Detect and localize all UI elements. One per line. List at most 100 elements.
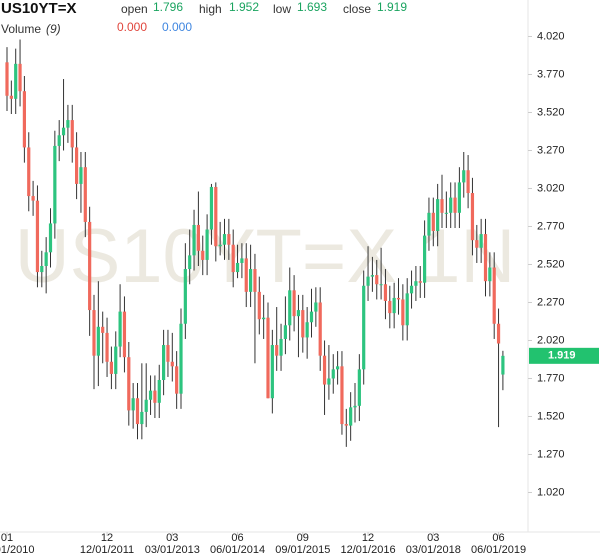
candle-body [35, 200, 40, 273]
candle-body [370, 275, 374, 277]
candle-body [75, 147, 79, 184]
high-value: 1.952 [229, 0, 260, 14]
candle-body [383, 284, 388, 301]
candle-body [492, 267, 496, 324]
candle-body [166, 345, 170, 362]
candle-body [366, 276, 370, 286]
candle-body [83, 167, 87, 222]
low-label: low [273, 2, 292, 16]
last-price-label: 1.919 [548, 350, 576, 362]
candle-body [249, 269, 253, 292]
candle-body [266, 317, 270, 399]
candle-body [162, 345, 166, 380]
candle-body [418, 281, 422, 283]
x-date-label: 06/01/2019 [471, 544, 526, 556]
candle-body [61, 127, 66, 136]
candle-body [122, 311, 127, 358]
x-date-label: 03/01/2018 [406, 544, 461, 556]
y-tick-label: 3.020 [537, 182, 565, 194]
candle-body [392, 297, 396, 314]
candle-body [501, 355, 505, 375]
candle-body [227, 234, 231, 245]
candle-body [427, 212, 431, 236]
candle-body [114, 346, 118, 374]
symbol: US10YT=X [1, 0, 77, 17]
candle-body [14, 63, 18, 99]
candle-body [292, 290, 296, 317]
y-tick-label: 3.520 [537, 106, 565, 118]
candle-body [201, 250, 205, 260]
x-tick-label: 01 [1, 532, 13, 544]
candle-body [322, 355, 327, 385]
candle-body [283, 325, 287, 339]
candle-body [405, 293, 409, 326]
candle-body [327, 378, 331, 385]
candle-body [140, 411, 144, 425]
candle-body [218, 244, 222, 247]
x-tick-label: 12 [101, 532, 113, 544]
candle-body [349, 407, 353, 426]
candle-body [240, 258, 244, 263]
candle-body [296, 310, 301, 317]
candle-body [401, 299, 405, 326]
y-tick-label: 1.020 [537, 486, 565, 498]
candle-body [53, 145, 57, 224]
candle-body [79, 167, 83, 184]
candle-body [457, 182, 461, 213]
candle-body [192, 224, 196, 256]
candle-body [153, 390, 157, 403]
candle-body [275, 345, 279, 356]
y-tick-label: 1.520 [537, 410, 565, 422]
candle-body [375, 275, 379, 285]
candle-body [105, 332, 109, 362]
x-tick-label: 06 [231, 532, 243, 544]
x-date-label: 03/01/2013 [145, 544, 200, 556]
volume-value: 0.000 [162, 20, 193, 34]
candle-body [279, 338, 283, 356]
candle-body [57, 135, 61, 146]
candle-body [157, 380, 161, 403]
candle-body [379, 284, 383, 286]
candle-body [449, 197, 453, 213]
y-tick-label: 2.520 [537, 258, 565, 270]
candle-body [444, 212, 448, 214]
candle-body [44, 252, 48, 266]
candle-body [222, 234, 227, 245]
candle-body [179, 323, 183, 394]
candle-body [70, 120, 74, 148]
candle-body [244, 258, 248, 292]
candle-body [88, 221, 92, 311]
candle-body [96, 326, 100, 356]
candle-body [357, 369, 361, 406]
candle-body [144, 399, 148, 412]
candle-body [436, 199, 440, 232]
open-label: open [121, 2, 148, 16]
candle-body [235, 262, 240, 273]
candle-body [196, 224, 200, 251]
candle-body [362, 285, 366, 370]
y-tick-label: 1.770 [537, 372, 565, 384]
candle-body [66, 120, 70, 128]
x-date-label: 01/01/2010 [0, 544, 35, 556]
x-date-label: 06/01/2014 [210, 544, 265, 556]
x-tick-label: 06 [492, 532, 504, 544]
x-tick-label: 12 [362, 532, 374, 544]
candle-body [270, 345, 274, 399]
x-tick-label: 03 [166, 532, 178, 544]
candle-body [462, 170, 466, 183]
candle-body [301, 310, 305, 338]
candle-body [340, 366, 344, 425]
candle-body [22, 91, 26, 148]
volume-value: 0.000 [117, 20, 148, 34]
candle-body [5, 62, 9, 96]
candle-body [183, 269, 187, 324]
y-tick-label: 1.270 [537, 448, 565, 460]
candle-body [131, 398, 135, 411]
candle-body [127, 357, 131, 411]
x-tick-label: 03 [427, 532, 439, 544]
candle-body [331, 369, 335, 379]
open-value: 1.796 [153, 0, 184, 14]
candle-body [288, 290, 292, 326]
candle-body [109, 361, 113, 374]
